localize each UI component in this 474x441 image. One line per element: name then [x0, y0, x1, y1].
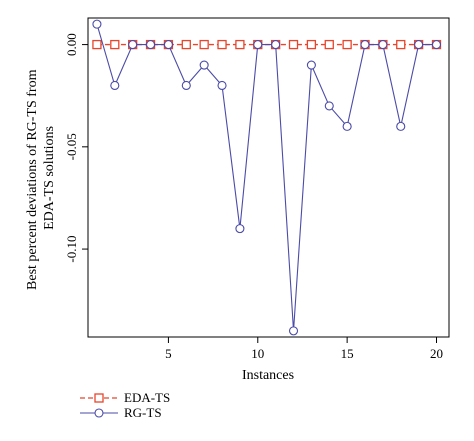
data-point-rg-ts: [181, 80, 191, 91]
data-point-eda-ts: [181, 39, 191, 50]
y-tick-label: 0.00: [64, 33, 79, 56]
x-tick-label: 20: [430, 346, 443, 361]
data-point-eda-ts: [199, 39, 209, 50]
data-point-rg-ts: [235, 224, 245, 234]
data-point-rg-ts: [217, 80, 227, 91]
data-point-rg-ts: [199, 60, 209, 70]
data-point-eda-ts: [342, 39, 352, 50]
x-tick-label: 5: [165, 346, 172, 361]
data-point-rg-ts: [431, 40, 442, 50]
data-point-rg-ts: [92, 19, 102, 29]
data-point-rg-ts: [378, 40, 388, 50]
data-point-eda-ts: [396, 39, 406, 50]
series-layer: [92, 19, 442, 336]
data-point-rg-ts: [324, 101, 334, 111]
data-point-eda-ts: [306, 39, 317, 50]
legend-item-rg-ts: RG-TS: [80, 405, 162, 420]
x-tick-label: 15: [341, 346, 354, 361]
data-point-eda-ts: [217, 39, 227, 50]
x-axis-title: Instances: [242, 368, 294, 383]
data-point-eda-ts: [288, 39, 299, 50]
data-point-rg-ts: [110, 80, 120, 91]
data-point-rg-ts: [253, 40, 263, 50]
y-tick-label: -0.05: [64, 133, 79, 160]
legend-marker-rg-ts: [94, 408, 104, 418]
legend-item-eda-ts: EDA-TS: [80, 390, 170, 405]
x-axis: 5 10 15 20: [165, 337, 443, 361]
data-point-rg-ts: [360, 40, 370, 50]
data-point-rg-ts: [163, 40, 173, 50]
data-point-eda-ts: [235, 39, 245, 50]
data-point-eda-ts: [92, 39, 102, 50]
data-point-rg-ts: [414, 40, 424, 50]
data-point-rg-ts: [271, 40, 281, 50]
legend-label-eda-ts: EDA-TS: [124, 390, 170, 405]
x-tick-label: 10: [251, 346, 264, 361]
data-point-rg-ts: [128, 40, 138, 50]
legend-marker-eda-ts: [94, 393, 104, 403]
y-axis-title: Best percent deviations of RG-TS from ED…: [25, 66, 57, 290]
y-axis: 0.00 -0.05 -0.10: [64, 33, 88, 263]
data-point-eda-ts: [324, 39, 334, 50]
legend-label-rg-ts: RG-TS: [124, 405, 162, 420]
data-point-rg-ts: [342, 121, 352, 131]
plot-frame: [87, 17, 450, 338]
y-tick-label: -0.10: [64, 236, 79, 263]
legend: EDA-TS RG-TS: [80, 390, 170, 420]
data-point-rg-ts: [306, 60, 316, 70]
data-point-rg-ts: [288, 326, 299, 336]
data-point-eda-ts: [110, 39, 120, 50]
y-axis-title-line-2: EDA-TS solutions: [42, 126, 57, 230]
data-point-rg-ts: [145, 40, 156, 50]
y-axis-title-line-1: Best percent deviations of RG-TS from: [25, 69, 40, 290]
data-point-rg-ts: [396, 121, 406, 131]
series-line-rg-ts: [96, 23, 437, 332]
